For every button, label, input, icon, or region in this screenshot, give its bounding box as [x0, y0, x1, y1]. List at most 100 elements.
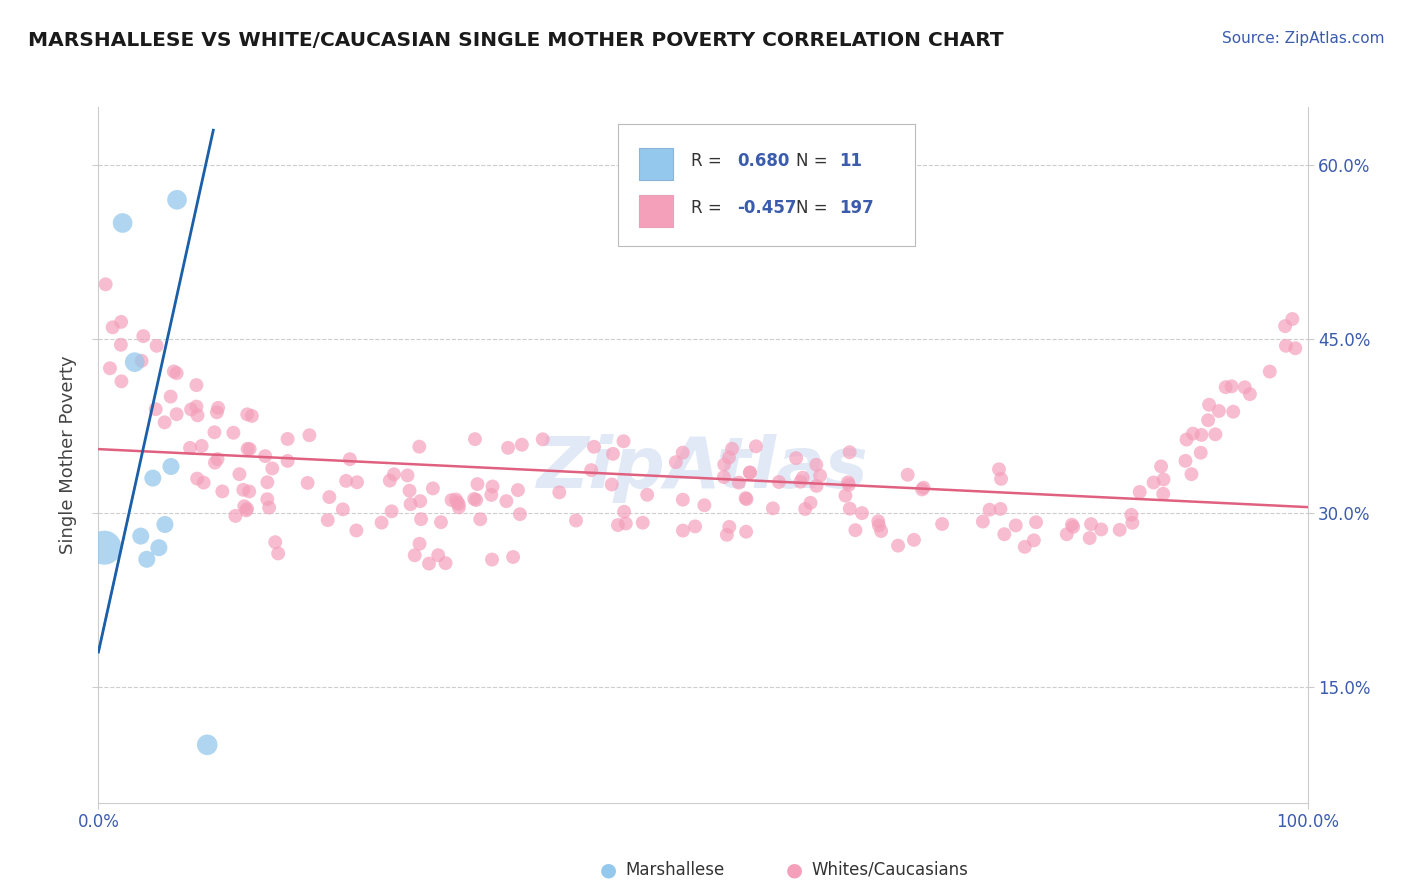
- Point: [409, 494, 432, 508]
- Point: [382, 467, 405, 482]
- Point: [446, 495, 468, 509]
- Text: R =: R =: [690, 153, 727, 170]
- Point: [838, 501, 860, 516]
- Point: [838, 477, 860, 491]
- Point: [418, 557, 440, 571]
- Point: [1078, 531, 1101, 545]
- Point: [404, 549, 426, 563]
- Point: [94, 277, 117, 292]
- Point: [236, 501, 259, 516]
- Point: [1204, 427, 1226, 442]
- Point: [614, 516, 637, 531]
- Point: [1025, 515, 1047, 529]
- Point: [160, 459, 183, 474]
- Point: [153, 415, 176, 429]
- Point: [346, 475, 368, 490]
- Point: [378, 474, 401, 488]
- Point: [204, 456, 226, 470]
- Point: [868, 518, 890, 533]
- Point: [186, 472, 208, 486]
- Point: [264, 535, 287, 549]
- Point: [110, 374, 132, 388]
- Point: [111, 216, 134, 230]
- Text: Marshallese: Marshallese: [626, 861, 725, 879]
- Point: [427, 548, 450, 562]
- Point: [1174, 454, 1197, 468]
- Point: [465, 493, 488, 508]
- Point: [1108, 523, 1130, 537]
- Point: [142, 471, 165, 485]
- Point: [1208, 404, 1230, 418]
- Point: [195, 738, 218, 752]
- Text: Whites/Caucasians: Whites/Caucasians: [811, 861, 969, 879]
- Point: [738, 466, 761, 480]
- Point: [735, 491, 758, 506]
- Point: [1180, 467, 1202, 482]
- Point: [979, 502, 1001, 516]
- Point: [636, 488, 658, 502]
- Point: [713, 458, 735, 472]
- Point: [256, 492, 278, 507]
- Point: [548, 485, 571, 500]
- Text: Source: ZipAtlas.com: Source: ZipAtlas.com: [1222, 31, 1385, 46]
- Point: [993, 527, 1015, 541]
- Point: [1197, 413, 1219, 427]
- Point: [370, 516, 392, 530]
- Point: [447, 500, 470, 515]
- Point: [163, 364, 186, 378]
- Point: [672, 524, 695, 538]
- Point: [207, 401, 229, 415]
- Point: [204, 425, 226, 440]
- Point: [1191, 428, 1213, 442]
- Point: [467, 477, 489, 491]
- Point: [316, 513, 339, 527]
- Point: [180, 402, 202, 417]
- Point: [721, 442, 744, 456]
- Point: [399, 497, 422, 511]
- Point: [727, 475, 749, 490]
- Point: [145, 339, 167, 353]
- Point: [166, 193, 188, 207]
- Point: [153, 517, 176, 532]
- Point: [211, 484, 233, 499]
- Point: [256, 475, 278, 490]
- Text: MARSHALLESE VS WHITE/CAUCASIAN SINGLE MOTHER POVERTY CORRELATION CHART: MARSHALLESE VS WHITE/CAUCASIAN SINGLE MO…: [28, 31, 1004, 50]
- Text: -0.457: -0.457: [737, 199, 796, 217]
- Point: [1258, 365, 1281, 379]
- Point: [734, 491, 756, 505]
- Point: [1220, 379, 1243, 393]
- Point: [240, 409, 263, 423]
- Point: [187, 409, 209, 423]
- Point: [509, 507, 531, 521]
- Point: [834, 489, 856, 503]
- Point: [762, 501, 785, 516]
- Point: [565, 514, 588, 528]
- Point: [135, 552, 157, 566]
- Point: [1121, 508, 1143, 522]
- FancyBboxPatch shape: [619, 124, 915, 246]
- Point: [990, 502, 1012, 516]
- Point: [792, 471, 814, 485]
- Point: [583, 440, 606, 454]
- Point: [479, 488, 502, 502]
- Point: [990, 472, 1012, 486]
- Point: [110, 337, 132, 351]
- Point: [531, 432, 554, 446]
- Point: [988, 462, 1011, 476]
- Point: [408, 440, 430, 454]
- Point: [298, 428, 321, 442]
- Point: [190, 439, 212, 453]
- Point: [808, 468, 831, 483]
- Point: [806, 458, 828, 472]
- Point: [1281, 312, 1303, 326]
- Point: [1215, 380, 1237, 394]
- Point: [179, 441, 201, 455]
- Point: [903, 533, 925, 547]
- Point: [396, 468, 419, 483]
- Point: [93, 541, 115, 555]
- Point: [166, 407, 188, 421]
- Point: [207, 452, 229, 467]
- Point: [693, 498, 716, 512]
- Point: [318, 490, 340, 504]
- Point: [1181, 426, 1204, 441]
